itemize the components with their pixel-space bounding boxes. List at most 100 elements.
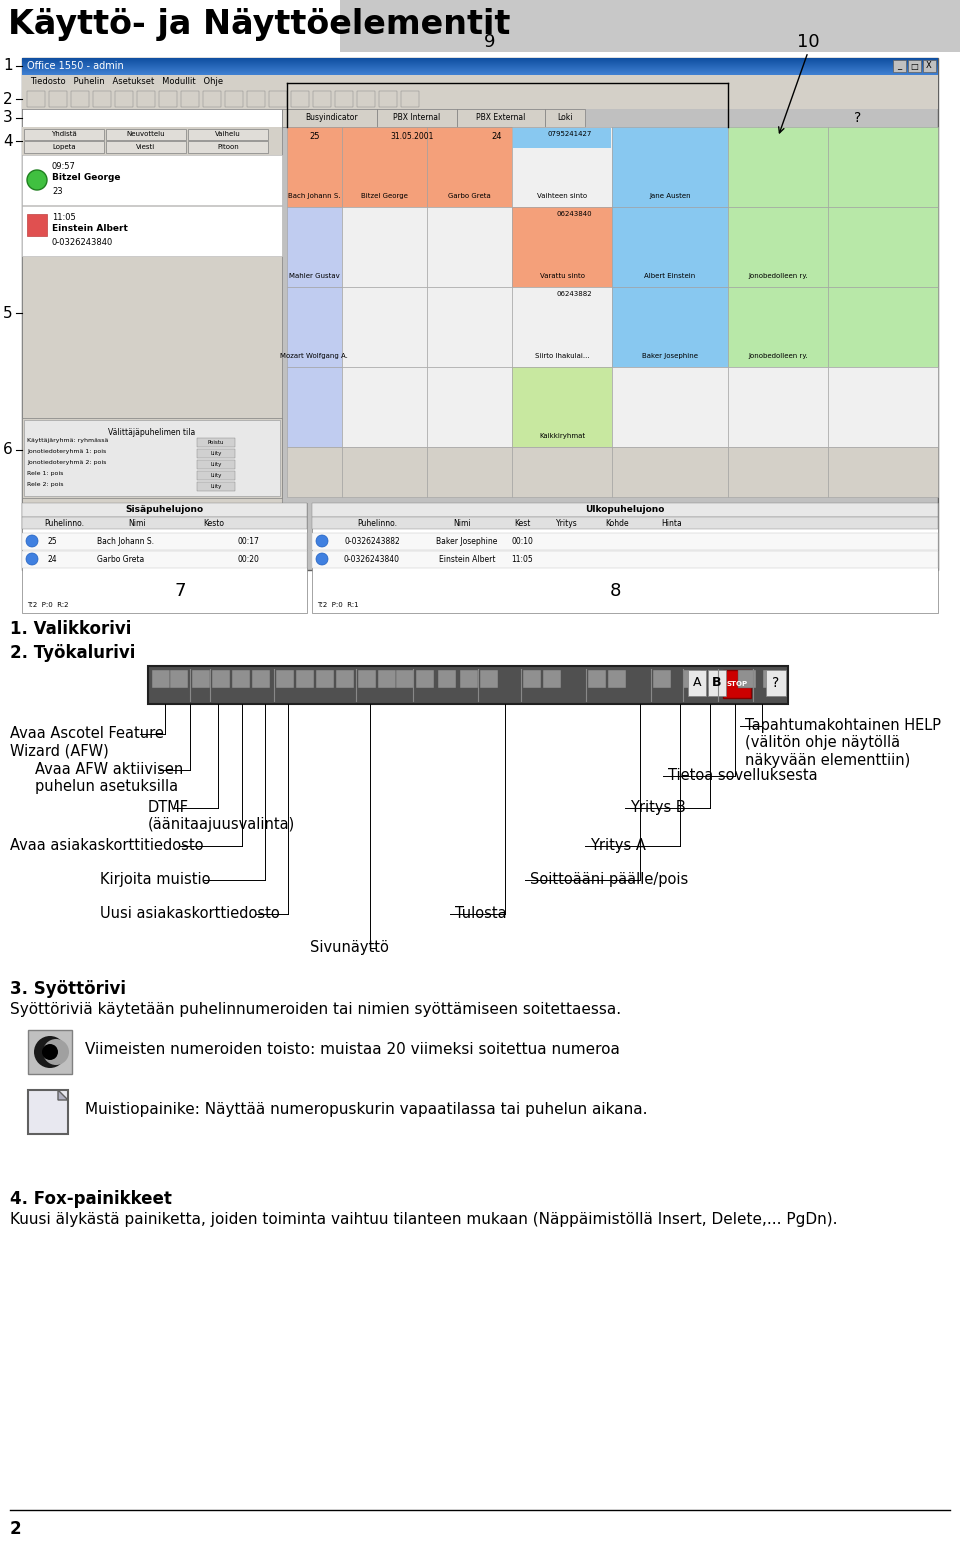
Text: Jonotiedoteryhmä 1: pois: Jonotiedoteryhmä 1: pois <box>27 450 107 454</box>
Text: Liity: Liity <box>210 473 222 477</box>
Text: 00:10: 00:10 <box>511 536 533 545</box>
Bar <box>513 128 611 148</box>
Bar <box>287 447 342 497</box>
Bar <box>342 368 427 447</box>
Text: 00:20: 00:20 <box>237 555 259 564</box>
Bar <box>427 287 512 368</box>
Bar <box>232 671 250 688</box>
Text: 8: 8 <box>610 582 621 599</box>
Bar <box>512 207 612 287</box>
Bar <box>197 460 235 470</box>
Text: Kirjoita muistio: Kirjoita muistio <box>100 871 210 887</box>
Bar <box>291 91 309 107</box>
Text: Mahler Gustav: Mahler Gustav <box>289 273 340 280</box>
Text: X: X <box>926 62 932 71</box>
Text: Puhelinno.: Puhelinno. <box>44 519 84 527</box>
Text: Kesto: Kesto <box>204 519 225 527</box>
Text: 31.05.2001: 31.05.2001 <box>391 131 434 141</box>
Text: 0-0326243840: 0-0326243840 <box>344 555 400 564</box>
Bar <box>312 518 938 528</box>
Text: Einstein Albert: Einstein Albert <box>439 555 495 564</box>
Bar <box>512 127 612 207</box>
Text: Yhdistä: Yhdistä <box>51 131 77 138</box>
Text: Tapahtumakohtainen HELP
(välitön ohje näytöllä
näkyvään elementtiin): Tapahtumakohtainen HELP (välitön ohje nä… <box>745 718 941 768</box>
Text: 0-0326243840: 0-0326243840 <box>52 238 113 247</box>
Bar <box>22 110 282 127</box>
Text: 2. Työkalurivi: 2. Työkalurivi <box>10 644 135 661</box>
Bar <box>766 671 786 695</box>
Text: Mozart Wolfgang A.: Mozart Wolfgang A. <box>280 352 348 358</box>
Bar <box>22 504 307 518</box>
Text: 4: 4 <box>3 133 12 148</box>
Bar <box>148 666 788 705</box>
Text: Liity: Liity <box>210 451 222 456</box>
Text: 0795241427: 0795241427 <box>547 131 592 138</box>
Text: Tiedosto   Puhelin   Asetukset   Modullit   Ohje: Tiedosto Puhelin Asetukset Modullit Ohje <box>30 77 223 87</box>
Bar <box>28 1031 72 1074</box>
Bar <box>728 207 828 287</box>
Text: Syöttöriviä käytetään puhelinnumeroiden tai nimien syöttämiseen soitettaessa.: Syöttöriviä käytetään puhelinnumeroiden … <box>10 1003 621 1017</box>
Text: Hinta: Hinta <box>661 519 683 527</box>
Text: Bach Johann S.: Bach Johann S. <box>288 193 340 199</box>
Bar <box>269 91 287 107</box>
Bar <box>71 91 89 107</box>
Bar <box>287 368 342 447</box>
Text: Tulosta: Tulosta <box>455 905 507 921</box>
Bar <box>379 91 397 107</box>
Bar <box>728 447 828 497</box>
Text: 11:05: 11:05 <box>511 555 533 564</box>
Text: Liity: Liity <box>210 462 222 467</box>
Text: Yritys A: Yritys A <box>590 837 646 853</box>
Bar <box>312 533 938 550</box>
Bar <box>24 420 280 496</box>
Bar <box>708 671 726 688</box>
Bar <box>357 91 375 107</box>
Circle shape <box>26 553 38 565</box>
Bar <box>923 60 936 73</box>
Bar <box>296 671 314 688</box>
Bar <box>342 287 427 368</box>
Text: T:2  P:0  R:1: T:2 P:0 R:1 <box>317 603 359 609</box>
Bar <box>543 671 561 688</box>
Bar <box>378 671 396 688</box>
Text: Poistu: Poistu <box>207 440 225 445</box>
Bar <box>312 552 938 569</box>
Text: □: □ <box>910 62 918 71</box>
Bar <box>115 91 133 107</box>
Text: Sivunäyttö: Sivunäyttö <box>310 939 389 955</box>
Text: Viesti: Viesti <box>136 144 156 150</box>
Text: Kest: Kest <box>514 519 530 527</box>
Text: Pitoon: Pitoon <box>217 144 239 150</box>
Text: Garbo Greta: Garbo Greta <box>97 555 144 564</box>
Bar <box>340 0 960 53</box>
Bar <box>512 287 612 368</box>
Text: PBX External: PBX External <box>476 113 526 122</box>
Bar <box>460 671 478 688</box>
Bar <box>396 671 414 688</box>
Text: Busyindicator: Busyindicator <box>305 113 358 122</box>
Bar <box>728 368 828 447</box>
Bar <box>457 110 545 127</box>
Text: Baker Josephine: Baker Josephine <box>436 536 497 545</box>
Text: Liity: Liity <box>210 484 222 490</box>
Text: 3: 3 <box>3 111 12 125</box>
Circle shape <box>26 535 38 547</box>
Bar <box>252 671 270 688</box>
Bar <box>192 671 210 688</box>
Bar <box>763 671 781 688</box>
Bar <box>181 91 199 107</box>
Bar <box>22 518 307 528</box>
Bar <box>427 127 512 207</box>
Text: Yritys: Yritys <box>556 519 578 527</box>
Bar <box>588 671 606 688</box>
Text: Vaihelu: Vaihelu <box>215 131 241 138</box>
Bar <box>612 447 728 497</box>
Bar <box>480 671 498 688</box>
Text: Uusi asiakaskorttiedosto: Uusi asiakaskorttiedosto <box>100 905 279 921</box>
Bar <box>22 533 307 550</box>
Text: 1. Valikkorivi: 1. Valikkorivi <box>10 620 132 638</box>
Bar <box>342 207 427 287</box>
Text: 7: 7 <box>175 582 185 599</box>
Bar <box>893 60 906 73</box>
Bar <box>106 141 186 153</box>
